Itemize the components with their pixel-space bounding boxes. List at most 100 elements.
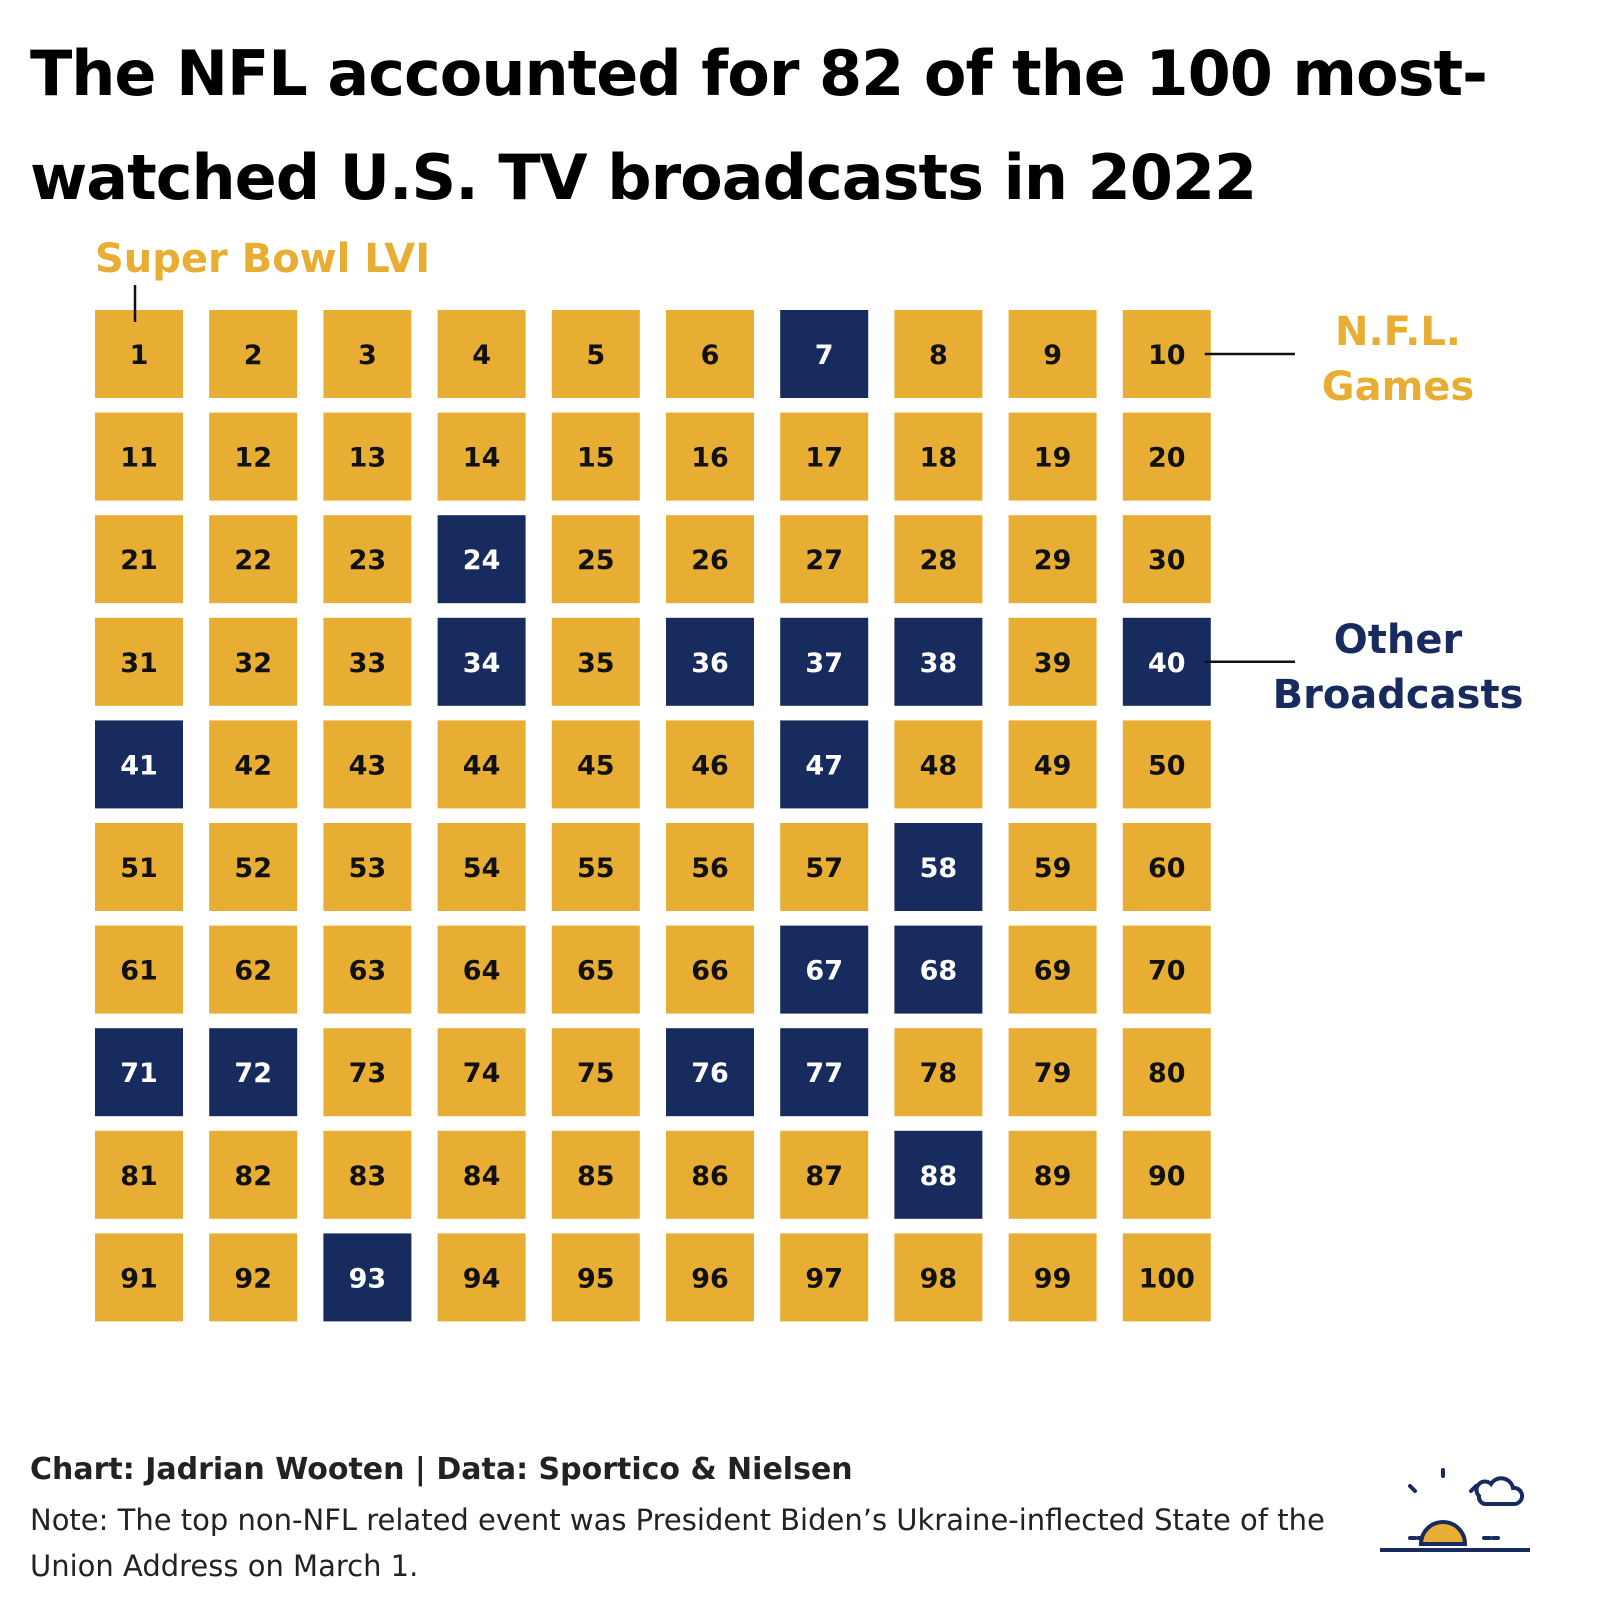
chart-title: The NFL accounted for 82 of the 100 most… bbox=[30, 37, 1488, 214]
waffle-cell-56 bbox=[666, 823, 754, 911]
waffle-cell-92 bbox=[209, 1233, 298, 1322]
waffle-cell-52 bbox=[209, 823, 298, 911]
waffle-cell-label: 82 bbox=[234, 1161, 272, 1192]
waffle-cell-57 bbox=[780, 823, 869, 911]
waffle-cell-label: 92 bbox=[234, 1263, 272, 1294]
waffle-cell-59 bbox=[1008, 823, 1097, 911]
waffle-cell-label: 71 bbox=[120, 1058, 158, 1089]
waffle-cell-75 bbox=[551, 1028, 640, 1117]
waffle-cell-50 bbox=[1122, 720, 1211, 809]
waffle-cell-label: 58 bbox=[920, 853, 958, 884]
waffle-cell-15 bbox=[551, 412, 640, 501]
waffle-cell-7 bbox=[780, 310, 869, 398]
waffle-cell-13 bbox=[323, 412, 412, 501]
waffle-cell-87 bbox=[780, 1130, 869, 1219]
waffle-cell-label: 49 bbox=[1034, 750, 1072, 781]
waffle-cell-19 bbox=[1008, 412, 1097, 501]
waffle-cell-55 bbox=[551, 823, 640, 911]
waffle-cell-96 bbox=[666, 1233, 754, 1322]
waffle-cell-label: 86 bbox=[691, 1161, 729, 1192]
waffle-cell-69 bbox=[1008, 925, 1097, 1014]
waffle-cell-label: 10 bbox=[1148, 340, 1186, 371]
waffle-cell-1 bbox=[95, 310, 183, 398]
waffle-cell-100 bbox=[1122, 1233, 1211, 1322]
chart-note: Note: The top non-NFL related event was … bbox=[30, 1503, 1325, 1583]
waffle-cell-81 bbox=[95, 1130, 183, 1219]
waffle-cell-label: 35 bbox=[577, 648, 615, 679]
waffle-cell-78 bbox=[894, 1028, 983, 1117]
waffle-cell-label: 95 bbox=[577, 1263, 615, 1294]
waffle-cell-38 bbox=[894, 617, 983, 706]
waffle-cell-83 bbox=[323, 1130, 412, 1219]
waffle-cell-label: 65 bbox=[577, 956, 615, 987]
waffle-cell-label: 50 bbox=[1148, 750, 1186, 781]
waffle-cell-46 bbox=[666, 720, 754, 809]
waffle-cell-label: 7 bbox=[815, 340, 834, 371]
waffle-cell-label: 12 bbox=[234, 443, 272, 474]
waffle-cell-label: 17 bbox=[805, 443, 843, 474]
waffle-cell-label: 68 bbox=[920, 956, 958, 987]
waffle-cell-label: 74 bbox=[463, 1058, 501, 1089]
waffle-cell-10 bbox=[1122, 310, 1211, 398]
waffle-cell-label: 80 bbox=[1148, 1058, 1186, 1089]
waffle-cell-79 bbox=[1008, 1028, 1097, 1117]
waffle-cell-label: 41 bbox=[120, 750, 158, 781]
waffle-cell-29 bbox=[1008, 515, 1097, 604]
waffle-cell-30 bbox=[1122, 515, 1211, 604]
waffle-cell-label: 77 bbox=[805, 1058, 843, 1089]
waffle-cell-36 bbox=[666, 617, 754, 706]
waffle-cell-label: 56 bbox=[691, 853, 729, 884]
waffle-cell-label: 90 bbox=[1148, 1161, 1186, 1192]
waffle-cell-label: 20 bbox=[1148, 443, 1186, 474]
waffle-cell-label: 52 bbox=[234, 853, 272, 884]
waffle-cell-label: 91 bbox=[120, 1263, 158, 1294]
waffle-cell-label: 19 bbox=[1034, 443, 1072, 474]
waffle-cell-80 bbox=[1122, 1028, 1211, 1117]
waffle-cell-64 bbox=[437, 925, 526, 1014]
waffle-cell-label: 83 bbox=[349, 1161, 387, 1192]
waffle-cell-label: 94 bbox=[463, 1263, 501, 1294]
waffle-cell-32 bbox=[209, 617, 298, 706]
waffle-cell-2 bbox=[209, 310, 298, 398]
waffle-cell-label: 72 bbox=[234, 1058, 272, 1089]
waffle-cell-37 bbox=[780, 617, 869, 706]
waffle-cell-label: 16 bbox=[691, 443, 729, 474]
waffle-cell-label: 54 bbox=[463, 853, 501, 884]
waffle-cell-label: 14 bbox=[463, 443, 501, 474]
waffle-cell-label: 5 bbox=[586, 340, 605, 371]
waffle-cell-label: 100 bbox=[1139, 1263, 1195, 1294]
waffle-cell-18 bbox=[894, 412, 983, 501]
waffle-cell-label: 85 bbox=[577, 1161, 615, 1192]
waffle-cell-label: 66 bbox=[691, 956, 729, 987]
waffle-cell-label: 47 bbox=[805, 750, 843, 781]
waffle-cell-31 bbox=[95, 617, 183, 706]
waffle-cell-label: 21 bbox=[120, 545, 158, 576]
waffle-cell-label: 38 bbox=[920, 648, 958, 679]
waffle-cell-93 bbox=[323, 1233, 412, 1322]
waffle-cell-82 bbox=[209, 1130, 298, 1219]
legend-label-other: Other bbox=[1334, 617, 1463, 663]
waffle-cell-48 bbox=[894, 720, 983, 809]
waffle-cell-label: 26 bbox=[691, 545, 729, 576]
waffle-cell-label: 55 bbox=[577, 853, 615, 884]
waffle-cell-label: 93 bbox=[349, 1263, 387, 1294]
waffle-cell-21 bbox=[95, 515, 183, 604]
waffle-cell-label: 62 bbox=[234, 956, 272, 987]
waffle-cell-33 bbox=[323, 617, 412, 706]
waffle-cell-86 bbox=[666, 1130, 754, 1219]
waffle-cell-label: 45 bbox=[577, 750, 615, 781]
waffle-cell-16 bbox=[666, 412, 754, 501]
chart-credit: Chart: Jadrian Wooten | Data: Sportico &… bbox=[30, 1452, 853, 1487]
waffle-cell-26 bbox=[666, 515, 754, 604]
waffle-cell-label: 81 bbox=[120, 1161, 158, 1192]
waffle-cell-label: 48 bbox=[920, 750, 958, 781]
waffle-cell-label: 75 bbox=[577, 1058, 615, 1089]
waffle-cell-label: 51 bbox=[120, 853, 158, 884]
waffle-cell-label: 78 bbox=[920, 1058, 958, 1089]
waffle-cell-label: 69 bbox=[1034, 956, 1072, 987]
waffle-cell-label: 3 bbox=[358, 340, 377, 371]
waffle-cell-label: 98 bbox=[920, 1263, 958, 1294]
legend-label-nfl: Games bbox=[1322, 364, 1474, 410]
waffle-cell-label: 60 bbox=[1148, 853, 1186, 884]
waffle-cell-24 bbox=[437, 515, 526, 604]
